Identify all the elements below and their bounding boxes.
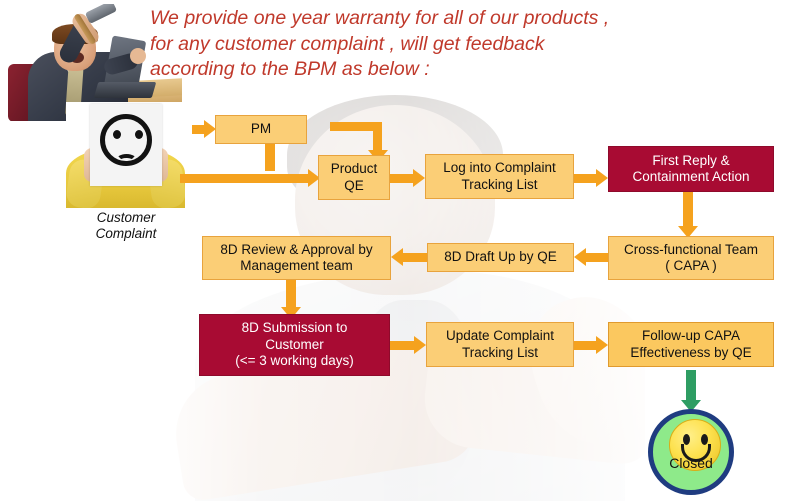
flow-box-pm[interactable]: PM (215, 115, 307, 144)
customer-complaint-photo (66, 102, 185, 208)
flow-box-cross-team-line1: Cross-functional Team (623, 241, 759, 257)
closed-label: Closed (669, 455, 713, 471)
flow-box-product-qe-line2: QE (344, 177, 364, 193)
customer-complaint-label: Customer Complaint (60, 210, 192, 242)
arrow-head-icon (574, 248, 586, 266)
arrow-shaft (389, 173, 414, 183)
arrow-cross-team-to-8d-draft (574, 246, 608, 268)
arrow-head-icon (391, 248, 403, 266)
arrow-product-qe-to-log (389, 167, 425, 189)
sad-face-frown (116, 154, 137, 167)
arrow-head-icon (678, 226, 698, 238)
page-title: We provide one year warranty for all of … (150, 6, 710, 83)
flow-box-8d-review-line2: Management team (240, 258, 353, 273)
angry-man-photo (4, 4, 182, 121)
arrow-shaft (402, 252, 427, 262)
arrow-shaft (683, 192, 693, 227)
flow-box-log-complaint-line1: Log into Complaint (443, 160, 556, 175)
arrow-head-icon (596, 336, 608, 354)
flow-box-8d-review-line1: 8D Review & Approval by (220, 241, 373, 257)
arrow-customer-to-product-qe (180, 167, 320, 189)
arrow-head-icon (596, 169, 608, 187)
flow-box-8d-submission[interactable]: 8D Submission to Customer (<= 3 working … (199, 314, 390, 376)
flow-box-8d-draft-label: 8D Draft Up by QE (444, 249, 557, 265)
flow-box-update-log-line2: Tracking List (461, 344, 539, 360)
connector-segment-vertical (373, 122, 382, 152)
flow-box-8d-submission-line3: (<= 3 working days) (235, 353, 354, 369)
flow-box-cross-team-line2: ( CAPA ) (665, 258, 717, 273)
arrow-shaft (286, 275, 296, 308)
arrow-head-icon (204, 120, 216, 138)
flow-box-update-log[interactable]: Update Complaint Tracking List (426, 322, 574, 367)
flow-box-first-reply[interactable]: First Reply & Containment Action (608, 146, 774, 192)
arrow-followup-to-closed (678, 370, 704, 412)
connector-pm-down (265, 143, 275, 171)
laptop-base (93, 82, 157, 98)
flow-box-8d-submission-line1: 8D Submission to (241, 320, 348, 336)
arrow-log-to-first-reply (574, 167, 608, 189)
arrow-shaft (192, 124, 205, 134)
headline-line-2: for any customer complaint , will get fe… (150, 32, 545, 55)
flow-box-product-qe[interactable]: Product QE (318, 155, 390, 200)
flow-box-8d-draft[interactable]: 8D Draft Up by QE (427, 243, 574, 272)
flow-box-log-complaint[interactable]: Log into Complaint Tracking List (425, 154, 574, 199)
man-shouting-mouth (70, 52, 84, 63)
arrow-shaft (180, 173, 308, 183)
arrow-shaft (574, 340, 597, 350)
flow-box-cross-team[interactable]: Cross-functional Team ( CAPA ) (608, 236, 774, 280)
arrow-8d-review-to-8d-submission (278, 275, 304, 319)
smiley-mouth (681, 444, 711, 462)
customer-complaint-line1: Customer (96, 210, 156, 225)
flow-box-followup-line1: Follow-up CAPA (641, 328, 741, 343)
flow-box-followup-line2: Effectiveness by QE (630, 344, 752, 360)
connector-segment-horizontal (330, 122, 382, 131)
arrow-shaft (686, 370, 696, 401)
sad-face-eye-right (135, 130, 143, 139)
smiley-face-icon (669, 419, 721, 471)
arrow-8d-draft-to-8d-review (391, 246, 427, 268)
arrow-shaft (585, 252, 608, 262)
connector-segment (265, 143, 275, 171)
arrow-update-log-to-followup (574, 334, 608, 356)
arrow-head-icon (413, 169, 425, 187)
smiley-eye-left (683, 434, 690, 445)
arrow-head-icon (414, 336, 426, 354)
flow-box-update-log-line1: Update Complaint (445, 328, 555, 343)
arrow-8d-submission-to-update-log (390, 334, 426, 356)
headline-line-3: according to the BPM as below : (150, 58, 430, 80)
sad-face-eye-left (113, 130, 121, 139)
flow-box-8d-review[interactable]: 8D Review & Approval by Management team (202, 236, 391, 280)
smiley-eye-right (701, 434, 708, 445)
flow-box-product-qe-line1: Product (330, 161, 378, 176)
flow-box-first-reply-line1: First Reply & (652, 152, 730, 168)
arrow-first-reply-to-cross-team (675, 192, 701, 238)
arrow-shaft (574, 173, 597, 183)
arrow-head-icon (308, 169, 320, 187)
arrow-shaft (390, 340, 415, 350)
flow-box-first-reply-line2: Containment Action (632, 169, 750, 184)
flow-box-log-complaint-line2: Tracking List (461, 176, 538, 192)
sad-face-icon (100, 114, 152, 166)
flow-box-8d-submission-line2: Customer (265, 336, 324, 352)
headline-line-1: We provide one year warranty for all of … (150, 7, 610, 29)
customer-complaint-line2: Complaint (95, 226, 157, 241)
flow-box-pm-label: PM (250, 121, 272, 137)
man-hand (130, 48, 146, 64)
flow-box-followup[interactable]: Follow-up CAPA Effectiveness by QE (608, 322, 774, 367)
background-photo-fade (175, 95, 645, 501)
arrow-customer-to-pm (192, 118, 216, 140)
